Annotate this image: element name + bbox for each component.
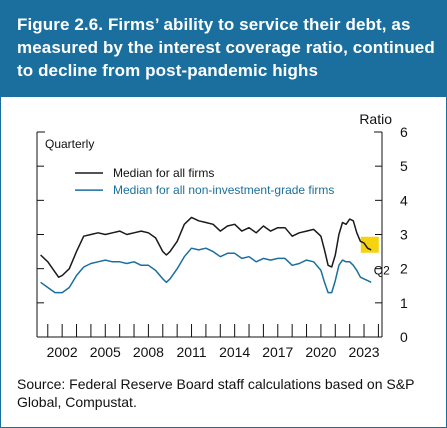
chart-series: Q2 (40, 216, 390, 294)
highlight-marker (360, 236, 379, 253)
frequency-label: Quarterly (45, 137, 94, 151)
title-bar: Figure 2.6. Firms’ ability to service th… (1, 1, 446, 97)
y-axis-label: Ratio (359, 111, 392, 127)
series-line-non-investment-grade (40, 247, 372, 294)
y-tick-label: 0 (400, 329, 408, 345)
legend-label: Median for all firms (113, 166, 214, 180)
x-tick-label: 2011 (176, 344, 206, 360)
line-chart: 0 1 2 3 4 5 6 Ratio Quarterly 2002 2005 2008 2011 201… (36, 111, 408, 360)
x-tick-label: 2020 (305, 344, 336, 360)
highlight-label: Q2 (374, 264, 390, 278)
y-tick-label: 5 (400, 158, 408, 174)
y-tick-label: 2 (400, 261, 408, 277)
x-tick-label: 2017 (262, 344, 293, 360)
series-line-all-firms (40, 216, 372, 278)
chart-axes: 0 1 2 3 4 5 6 Ratio Quarterly 2002 2005 2008 2011 201… (36, 111, 408, 360)
x-tick-label: 2005 (90, 344, 121, 360)
y-tick-label: 3 (400, 227, 408, 243)
x-tick-label: 2023 (348, 344, 379, 360)
y-tick-label: 6 (400, 124, 408, 140)
chart-legend: Median for all firms Median for all non-i… (75, 166, 334, 197)
y-tick-label: 4 (400, 192, 408, 208)
y-tick-label: 1 (400, 295, 408, 311)
x-tick-label: 2002 (47, 344, 78, 360)
x-tick-label: 2008 (133, 344, 164, 360)
legend-label: Median for all non-investment-grade firm… (113, 183, 334, 197)
figure-title: Figure 2.6. Firms’ ability to service th… (17, 15, 435, 80)
source-note: Source: Federal Reserve Board staff calc… (17, 376, 415, 410)
x-tick-label: 2014 (219, 344, 250, 360)
